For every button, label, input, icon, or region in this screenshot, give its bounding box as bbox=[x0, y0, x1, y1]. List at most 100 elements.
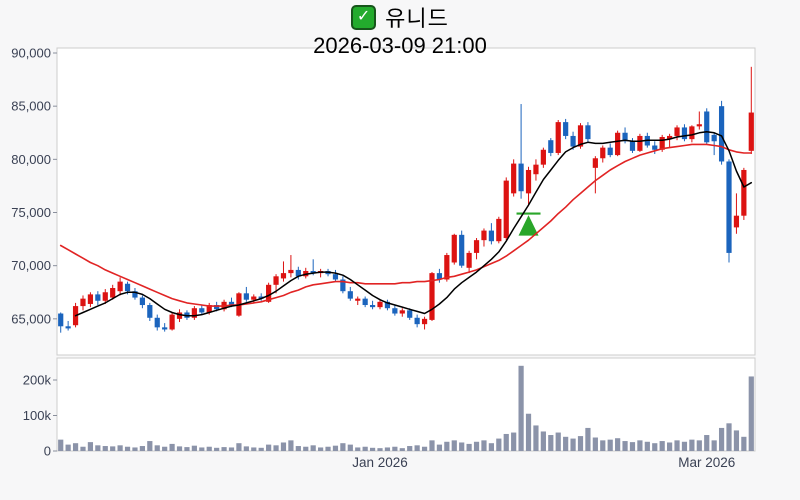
volume-bar bbox=[585, 427, 591, 451]
candle-up bbox=[741, 169, 747, 216]
candle-down bbox=[392, 308, 398, 314]
candle-up bbox=[615, 132, 621, 156]
candle-up bbox=[288, 269, 294, 274]
volume-bar bbox=[518, 365, 524, 451]
candle-down bbox=[570, 135, 576, 147]
candle-down bbox=[340, 279, 346, 292]
volume-bar bbox=[667, 442, 673, 451]
candle-up bbox=[251, 296, 257, 300]
price-tick-label: 85,000 bbox=[11, 99, 51, 114]
candle-up bbox=[176, 312, 183, 319]
candle-up bbox=[503, 180, 509, 239]
candle-up bbox=[191, 308, 197, 318]
candle-down bbox=[459, 234, 465, 266]
candle-down bbox=[726, 161, 732, 253]
volume-bar bbox=[681, 441, 688, 451]
volume-bar bbox=[429, 440, 435, 451]
volume-bar bbox=[414, 445, 420, 451]
candle-down bbox=[518, 163, 524, 192]
candle-down bbox=[199, 308, 205, 313]
candle-up bbox=[496, 218, 502, 242]
candle-down bbox=[132, 291, 138, 298]
price-tick-label: 80,000 bbox=[11, 152, 51, 167]
candle-down bbox=[228, 301, 235, 306]
candle-down bbox=[295, 269, 301, 277]
candle-up bbox=[689, 126, 695, 140]
volume-bar bbox=[58, 439, 64, 451]
volume-bar bbox=[659, 441, 665, 451]
volume-bar bbox=[295, 446, 301, 451]
candle-down bbox=[622, 132, 628, 142]
x-tick-label: Mar 2026 bbox=[678, 455, 735, 470]
short-moving-average-line bbox=[74, 130, 753, 317]
chart-panels[interactable] bbox=[56, 47, 756, 452]
volume-bar bbox=[525, 413, 532, 451]
price-tick-label: 65,000 bbox=[11, 311, 51, 326]
volume-bar bbox=[243, 446, 249, 451]
volume-bar bbox=[236, 443, 242, 451]
volume-bar bbox=[147, 441, 153, 451]
volume-bar bbox=[704, 435, 710, 451]
volume-bar bbox=[318, 447, 324, 451]
volume-bar bbox=[563, 436, 569, 451]
candle-down bbox=[147, 305, 153, 318]
candle-up bbox=[117, 281, 123, 292]
volume-bar bbox=[577, 436, 584, 451]
candle-down bbox=[139, 297, 145, 306]
candle-up bbox=[429, 273, 435, 320]
volume-bar bbox=[87, 442, 94, 451]
volume-bar bbox=[162, 446, 168, 451]
candle-up bbox=[748, 112, 754, 151]
volume-bar bbox=[310, 445, 316, 451]
volume-bar bbox=[206, 446, 212, 451]
volume-bar bbox=[570, 438, 576, 451]
candle-up bbox=[473, 240, 480, 253]
candle-up bbox=[280, 273, 287, 279]
volume-bar bbox=[748, 376, 754, 451]
volume-bar bbox=[325, 446, 331, 451]
volume-bar bbox=[652, 443, 658, 451]
candle-down bbox=[369, 305, 376, 308]
candle-up bbox=[444, 255, 450, 280]
candle-down bbox=[124, 283, 131, 292]
volume-bar bbox=[72, 443, 79, 451]
candle-up bbox=[674, 127, 680, 136]
volume-bar bbox=[444, 441, 450, 451]
volume-bar bbox=[607, 439, 613, 451]
long-moving-average-line bbox=[59, 143, 753, 307]
volume-bar bbox=[741, 436, 747, 451]
candle-up bbox=[80, 298, 86, 307]
x-axis: Jan 2026 Mar 2026 bbox=[352, 455, 735, 470]
volume-bar bbox=[637, 440, 643, 451]
x-tick-label: Jan 2026 bbox=[352, 455, 408, 470]
volume-bar bbox=[355, 447, 361, 451]
volume-bar bbox=[384, 447, 391, 451]
volume-bar bbox=[392, 446, 398, 451]
volume-bar bbox=[176, 446, 183, 451]
volume-bar bbox=[436, 444, 443, 451]
candle-down bbox=[629, 141, 636, 151]
volume-bar bbox=[214, 447, 220, 451]
candle-down bbox=[607, 147, 613, 156]
candle-up bbox=[273, 276, 279, 285]
candle-up bbox=[533, 164, 539, 175]
volume-bar bbox=[340, 443, 346, 451]
candle-up bbox=[592, 158, 598, 168]
volume-bar bbox=[629, 442, 636, 451]
candle-down bbox=[681, 127, 688, 140]
volume-tick-label: 100k bbox=[23, 408, 52, 423]
volume-panel[interactable] bbox=[56, 357, 756, 452]
candle-up bbox=[206, 305, 212, 313]
volume-bar bbox=[362, 446, 368, 451]
candle-up bbox=[377, 301, 383, 308]
candle-down bbox=[548, 140, 554, 153]
volume-tick-label: 0 bbox=[44, 444, 51, 459]
price-panel[interactable] bbox=[56, 47, 756, 356]
volume-bar bbox=[377, 448, 383, 451]
volume-bar bbox=[696, 440, 702, 451]
candle-down bbox=[154, 317, 160, 328]
candle-down bbox=[436, 273, 443, 280]
candle-up bbox=[540, 149, 546, 165]
volume-bar bbox=[80, 446, 86, 451]
